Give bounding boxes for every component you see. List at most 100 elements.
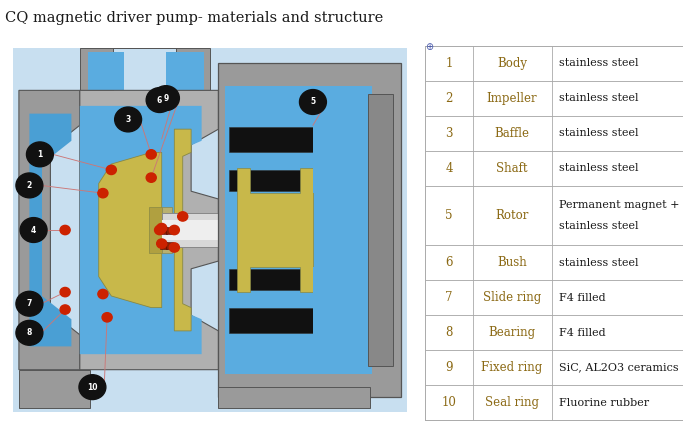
Text: 2: 2 bbox=[27, 181, 32, 190]
Polygon shape bbox=[80, 47, 210, 90]
FancyBboxPatch shape bbox=[219, 387, 370, 408]
Polygon shape bbox=[19, 90, 80, 370]
Text: Fluorine rubber: Fluorine rubber bbox=[559, 398, 650, 407]
FancyBboxPatch shape bbox=[426, 46, 683, 81]
Text: 4: 4 bbox=[31, 226, 36, 234]
Text: 1: 1 bbox=[445, 57, 453, 70]
FancyBboxPatch shape bbox=[426, 280, 683, 315]
Polygon shape bbox=[237, 168, 313, 292]
Circle shape bbox=[60, 226, 70, 234]
Text: 7: 7 bbox=[445, 291, 453, 304]
Polygon shape bbox=[29, 114, 72, 346]
Polygon shape bbox=[99, 153, 162, 308]
FancyBboxPatch shape bbox=[166, 243, 173, 249]
Polygon shape bbox=[174, 129, 191, 331]
Circle shape bbox=[102, 312, 112, 322]
FancyBboxPatch shape bbox=[160, 243, 167, 249]
Text: Slide ring: Slide ring bbox=[483, 291, 541, 304]
FancyBboxPatch shape bbox=[162, 220, 301, 240]
Circle shape bbox=[156, 239, 167, 248]
Circle shape bbox=[299, 89, 326, 114]
Text: 5: 5 bbox=[310, 98, 316, 106]
Text: Permanent magnet +: Permanent magnet + bbox=[559, 200, 680, 210]
FancyBboxPatch shape bbox=[225, 86, 372, 374]
Text: 8: 8 bbox=[445, 326, 453, 339]
Circle shape bbox=[178, 212, 188, 221]
Circle shape bbox=[16, 173, 43, 198]
FancyBboxPatch shape bbox=[162, 212, 301, 248]
Circle shape bbox=[169, 243, 180, 252]
Circle shape bbox=[156, 223, 167, 233]
Text: 8: 8 bbox=[27, 328, 32, 338]
Circle shape bbox=[79, 375, 106, 399]
Text: 9: 9 bbox=[445, 361, 453, 374]
Text: 2: 2 bbox=[445, 92, 453, 105]
Text: Bush: Bush bbox=[497, 256, 527, 269]
Text: 6: 6 bbox=[157, 95, 163, 105]
Text: F4 filled: F4 filled bbox=[559, 328, 606, 338]
Text: stainless steel: stainless steel bbox=[559, 58, 639, 68]
Circle shape bbox=[146, 150, 156, 159]
Text: Bearing: Bearing bbox=[488, 326, 535, 339]
FancyBboxPatch shape bbox=[19, 370, 90, 408]
Text: stainless steel: stainless steel bbox=[559, 221, 639, 231]
FancyBboxPatch shape bbox=[313, 267, 367, 335]
Circle shape bbox=[115, 107, 141, 132]
Circle shape bbox=[16, 291, 43, 316]
FancyBboxPatch shape bbox=[229, 308, 357, 333]
Text: stainless steel: stainless steel bbox=[559, 128, 639, 138]
Circle shape bbox=[60, 305, 70, 314]
Polygon shape bbox=[80, 106, 201, 354]
Circle shape bbox=[98, 289, 108, 298]
Text: 3: 3 bbox=[445, 127, 453, 140]
Text: Rotor: Rotor bbox=[495, 209, 529, 222]
Text: ⊕: ⊕ bbox=[426, 42, 434, 52]
Circle shape bbox=[98, 189, 108, 198]
FancyBboxPatch shape bbox=[160, 227, 167, 234]
Circle shape bbox=[154, 226, 165, 234]
FancyBboxPatch shape bbox=[313, 125, 367, 193]
Circle shape bbox=[152, 86, 180, 111]
Text: stainless steel: stainless steel bbox=[559, 163, 639, 173]
Text: Fixed ring: Fixed ring bbox=[482, 361, 543, 374]
FancyBboxPatch shape bbox=[426, 81, 683, 116]
FancyBboxPatch shape bbox=[229, 269, 357, 290]
Text: 1: 1 bbox=[38, 150, 42, 159]
Circle shape bbox=[146, 88, 173, 112]
Text: Shaft: Shaft bbox=[497, 162, 528, 175]
Text: 7: 7 bbox=[27, 299, 32, 308]
FancyBboxPatch shape bbox=[426, 151, 683, 186]
Text: stainless steel: stainless steel bbox=[559, 258, 639, 268]
Text: CQ magnetic driver pump- materials and structure: CQ magnetic driver pump- materials and s… bbox=[5, 11, 384, 25]
Polygon shape bbox=[88, 52, 204, 90]
FancyBboxPatch shape bbox=[12, 47, 408, 413]
Text: 6: 6 bbox=[445, 256, 453, 269]
Text: F4 filled: F4 filled bbox=[559, 293, 606, 303]
Text: 10: 10 bbox=[441, 396, 456, 409]
FancyBboxPatch shape bbox=[426, 385, 683, 420]
FancyBboxPatch shape bbox=[166, 227, 173, 234]
Polygon shape bbox=[80, 90, 219, 370]
Circle shape bbox=[20, 218, 47, 243]
FancyBboxPatch shape bbox=[426, 186, 683, 245]
Text: 5: 5 bbox=[445, 209, 453, 222]
Text: Baffle: Baffle bbox=[494, 127, 529, 140]
Text: 9: 9 bbox=[163, 94, 169, 103]
Circle shape bbox=[27, 142, 53, 167]
Circle shape bbox=[16, 321, 43, 345]
FancyBboxPatch shape bbox=[367, 94, 393, 366]
Text: 4: 4 bbox=[445, 162, 453, 175]
FancyBboxPatch shape bbox=[229, 170, 357, 191]
Text: Impeller: Impeller bbox=[487, 92, 538, 105]
FancyBboxPatch shape bbox=[219, 63, 401, 397]
FancyBboxPatch shape bbox=[426, 116, 683, 151]
Circle shape bbox=[146, 173, 156, 182]
Circle shape bbox=[60, 287, 70, 297]
FancyBboxPatch shape bbox=[426, 315, 683, 350]
Text: Seal ring: Seal ring bbox=[485, 396, 539, 409]
Text: Body: Body bbox=[497, 57, 527, 70]
Circle shape bbox=[107, 165, 116, 175]
FancyBboxPatch shape bbox=[162, 207, 172, 253]
FancyBboxPatch shape bbox=[426, 245, 683, 280]
Text: stainless steel: stainless steel bbox=[559, 93, 639, 103]
